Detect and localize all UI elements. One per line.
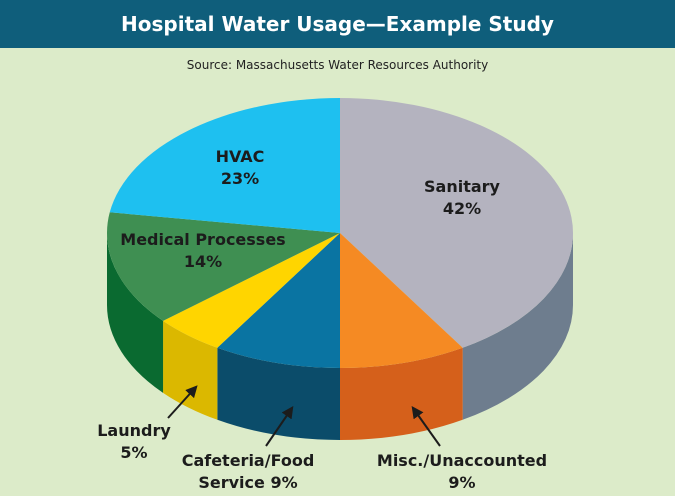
slice-label: Sanitary 42% <box>382 176 542 220</box>
slice-label: Laundry 5% <box>84 420 184 464</box>
chart-subtitle: Source: Massachusetts Water Resources Au… <box>186 58 489 72</box>
slice <box>340 233 463 368</box>
category-label: Laundry <box>97 421 171 440</box>
title-bar: Hospital Water Usage—Example Study <box>0 0 675 48</box>
slice-side <box>462 233 573 420</box>
slice-side <box>163 320 218 420</box>
value-label: 5% <box>120 443 148 462</box>
category-label: Cafeteria/Food Service <box>181 451 315 492</box>
slice-label: HVAC 23% <box>180 146 300 190</box>
slice-label: Medical Processes 14% <box>103 229 303 273</box>
slice <box>340 98 574 348</box>
slice-side <box>107 233 164 393</box>
slice-label: Cafeteria/Food Service 9% <box>173 450 323 494</box>
arrow <box>167 385 198 419</box>
category-label: Medical Processes <box>120 230 286 249</box>
slice-side <box>217 347 340 440</box>
slice <box>163 233 340 348</box>
arrow <box>411 406 441 447</box>
chart-title: Hospital Water Usage—Example Study <box>121 12 554 36</box>
category-label: Sanitary <box>424 177 500 196</box>
category-label: Misc./Unaccounted <box>376 451 548 470</box>
arrow <box>265 406 294 447</box>
slice <box>217 233 340 368</box>
slice-label: Misc./Unaccounted 9% <box>367 450 557 494</box>
category-label: HVAC <box>215 147 265 166</box>
slice <box>109 98 340 233</box>
value-label: 9% <box>270 473 298 492</box>
value-label: 23% <box>220 169 260 188</box>
value-label: 42% <box>442 199 482 218</box>
slice <box>107 212 340 321</box>
value-label: 9% <box>448 473 476 492</box>
value-label: 14% <box>183 252 223 271</box>
slice-side <box>340 347 463 440</box>
